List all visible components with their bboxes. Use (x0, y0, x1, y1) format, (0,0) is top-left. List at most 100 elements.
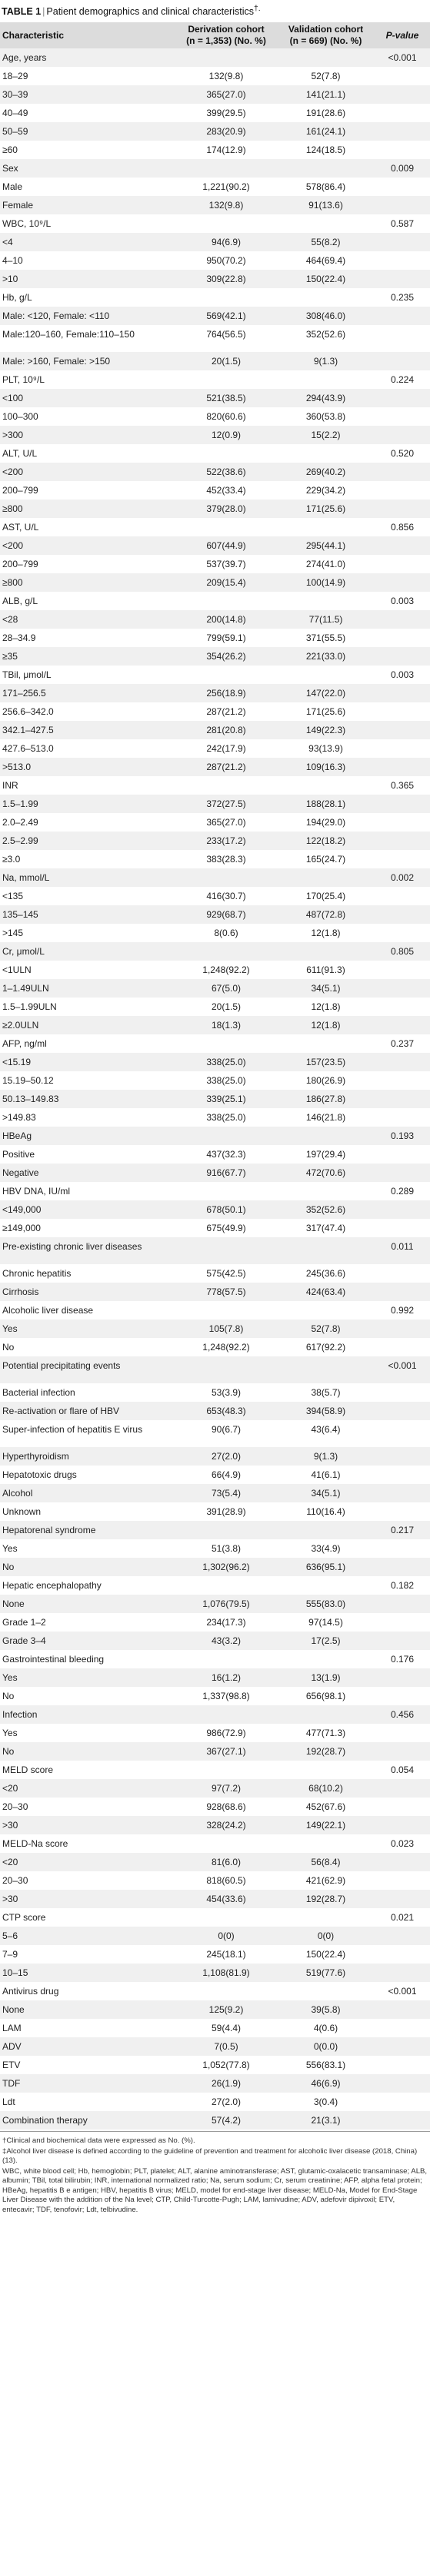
table-row: 4–10 950(70.2) 464(69.4) (0, 251, 430, 270)
table-row: <200 607(44.9) 295(44.1) (0, 536, 430, 556)
table-row: AST, U/L 0.856 (0, 518, 430, 536)
cell-validation: 141(21.1) (277, 85, 375, 105)
cell-characteristic: No (2, 1342, 15, 1353)
cell-validation: 317(47.4) (305, 1223, 346, 1234)
cell-pvalue (375, 758, 430, 777)
cell-characteristic: No (0, 1558, 175, 1577)
table-row: >10 309(22.8) 150(22.4) (0, 270, 430, 289)
cell-characteristic: <4 (0, 233, 175, 252)
table-row: INR 0.365 (0, 776, 430, 795)
table-row: ≥2.0ULN 18(1.3) 12(1.8) (0, 1016, 430, 1035)
cell-validation: 0(0) (277, 1927, 375, 1946)
cell-pvalue (375, 270, 430, 289)
cell-pvalue (375, 647, 430, 666)
cell-validation: 21(3.1) (277, 2111, 375, 2130)
table-row: 256.6–342.0 287(21.2) 171(25.6) (0, 702, 430, 721)
cell-characteristic: No (2, 1691, 15, 1702)
cell-validation: 146(21.8) (305, 1112, 346, 1124)
cell-validation: 221(33.0) (277, 647, 375, 666)
cell-pvalue: 0.193 (375, 1127, 430, 1146)
cell-validation: 150(22.4) (277, 270, 375, 289)
cell-derivation: 338(25.0) (206, 1075, 246, 1087)
cell-validation (277, 942, 375, 961)
cell-characteristic: Female (0, 196, 175, 215)
cell-validation (277, 518, 375, 536)
cell-characteristic: Yes (2, 1543, 18, 1555)
cell-validation: 97(14.5) (308, 1617, 343, 1628)
table-row: <4 94(6.9) 55(8.2) (0, 233, 430, 252)
cell-derivation: 81(6.0) (175, 1853, 277, 1872)
cell-characteristic: ≥2.0ULN (0, 1016, 175, 1035)
cell-validation: 52(7.8) (277, 1320, 375, 1339)
cell-derivation (175, 1182, 277, 1200)
cell-characteristic: Hepatorenal syndrome (0, 1521, 175, 1540)
cell-pvalue (375, 1539, 430, 1558)
cell-pvalue (375, 702, 430, 721)
cell-characteristic: AFP, ng/ml (2, 1038, 47, 1050)
cell-derivation: 454(33.6) (175, 1890, 277, 1909)
table-row: Cr, μmol/L 0.805 (0, 942, 430, 961)
table-row: >30 328(24.2) 149(22.1) (0, 1816, 430, 1835)
cell-pvalue (375, 1632, 430, 1651)
table-row: 2.5–2.99 233(17.2) 122(18.2) (0, 832, 430, 851)
table-row: 10–15 1,108(81.9) 519(77.6) (0, 1964, 430, 1983)
cell-derivation: 16(1.2) (175, 1668, 277, 1688)
cell-characteristic: 28–34.9 (2, 632, 36, 644)
header-pvalue-text: P-value (385, 29, 419, 41)
cell-validation: 165(24.7) (305, 854, 346, 865)
cell-characteristic: 4–10 (2, 255, 23, 267)
header-characteristic: Characteristic (0, 22, 175, 49)
cell-derivation: 452(33.4) (206, 485, 246, 496)
cell-pvalue: 0.289 (390, 1186, 415, 1197)
cell-pvalue: 0.009 (375, 159, 430, 178)
cell-pvalue (375, 1164, 430, 1183)
cell-characteristic: Bacterial infection (2, 1387, 75, 1399)
cell-derivation: 245(18.1) (206, 1949, 246, 1960)
cell-characteristic: None (0, 2000, 175, 2020)
cell-characteristic: Cirrhosis (0, 1283, 175, 1302)
cell-pvalue: 0.520 (390, 448, 415, 460)
cell-derivation: 354(26.2) (175, 647, 277, 666)
table-row: 20–30 818(60.5) 421(62.9) (0, 1871, 430, 1890)
cell-characteristic: HBV DNA, IU/ml (2, 1186, 71, 1197)
cell-characteristic: 200–799 (2, 559, 38, 570)
cell-validation: 43(6.4) (311, 1424, 341, 1436)
table-row: 100–300 820(60.6) 360(53.8) (0, 407, 430, 426)
cell-characteristic: <1ULN (2, 964, 32, 976)
cell-pvalue: <0.001 (375, 1356, 430, 1384)
cell-derivation (175, 868, 277, 888)
cell-derivation: 986(72.9) (206, 1728, 246, 1739)
cell-validation: 4(0.6) (313, 2023, 338, 2034)
table-row: AFP, ng/ml 0.237 (0, 1034, 430, 1053)
table-row: HBV DNA, IU/ml 0.289 (0, 1182, 430, 1200)
cell-pvalue (375, 67, 430, 85)
cell-characteristic: 10–15 (0, 1964, 175, 1983)
table-row: Na, mmol/L 0.002 (0, 868, 430, 888)
cell-validation: 611(91.3) (306, 964, 345, 976)
cell-derivation: 1,248(92.2) (202, 1342, 250, 1353)
cell-validation (277, 1301, 375, 1320)
cell-characteristic: ≥35 (0, 647, 175, 666)
cell-derivation: 1,302(96.2) (175, 1558, 277, 1577)
cell-validation: 352(52.6) (305, 329, 346, 340)
cell-pvalue (375, 1558, 430, 1577)
cell-characteristic: 1–1.49ULN (0, 979, 175, 998)
cell-pvalue (375, 1595, 430, 1614)
table-row: 1.5–1.99ULN 20(1.5) 12(1.8) (0, 998, 430, 1016)
cell-pvalue: 0.176 (390, 1654, 415, 1665)
cell-pvalue (375, 850, 430, 868)
cell-pvalue: <0.001 (388, 1986, 417, 1997)
table-caption-mark: †. (254, 5, 261, 13)
cell-pvalue: 0.224 (390, 374, 415, 386)
cell-characteristic: <15.19 (0, 1053, 175, 1072)
table-row: Gastrointestinal bleeding 0.176 (0, 1650, 430, 1668)
cell-pvalue (375, 1402, 430, 1421)
cell-validation: 33(4.9) (311, 1543, 341, 1555)
cell-validation: 149(22.3) (277, 721, 375, 740)
cell-validation: 13(1.9) (277, 1668, 375, 1688)
cell-derivation: 8(0.6) (214, 928, 238, 939)
cell-validation: 38(5.7) (311, 1387, 341, 1399)
cell-validation: 617(92.2) (305, 1342, 346, 1353)
cell-derivation (175, 1237, 277, 1265)
cell-derivation: 675(49.9) (206, 1223, 246, 1234)
